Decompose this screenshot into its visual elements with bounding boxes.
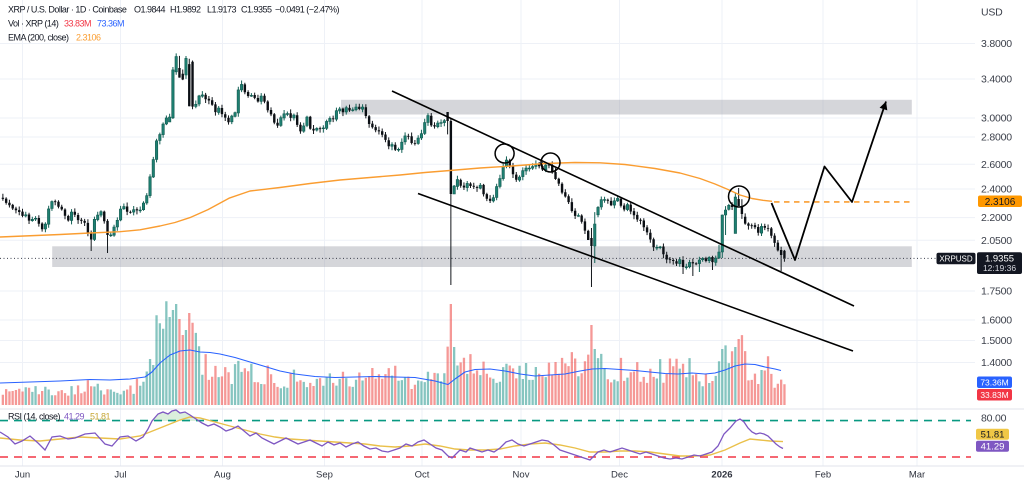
svg-text:1.7500: 1.7500 (981, 286, 1012, 298)
svg-text:XRP / U.S. Dollar · 1D · Coinb: XRP / U.S. Dollar · 1D · Coinbase (8, 5, 127, 15)
svg-text:2.3106: 2.3106 (985, 197, 1016, 208)
svg-text:EMA (200, close): EMA (200, close) (8, 33, 69, 43)
svg-text:33.83M: 33.83M (980, 390, 1008, 400)
svg-text:73.36M: 73.36M (980, 377, 1008, 387)
svg-text:51.81: 51.81 (90, 412, 111, 422)
svg-text:2.6000: 2.6000 (981, 159, 1012, 171)
svg-text:3.0000: 3.0000 (981, 113, 1012, 125)
svg-text:Vol · XRP (14): Vol · XRP (14) (8, 19, 59, 29)
svg-text:41.29: 41.29 (64, 412, 85, 422)
svg-text:2.0500: 2.0500 (981, 235, 1012, 247)
svg-text:51.81: 51.81 (981, 430, 1005, 441)
svg-text:−0.0491 (−2.47%): −0.0491 (−2.47%) (275, 5, 340, 15)
svg-text:33.83M: 33.83M (64, 19, 91, 29)
svg-text:2.3106: 2.3106 (76, 33, 101, 43)
svg-text:Jul: Jul (114, 470, 126, 481)
svg-text:L1.9173: L1.9173 (207, 5, 237, 15)
svg-text:RSI (14, close): RSI (14, close) (8, 412, 61, 422)
svg-text:XRPUSD: XRPUSD (939, 254, 973, 263)
svg-text:1.4000: 1.4000 (981, 357, 1012, 369)
svg-text:73.36M: 73.36M (97, 19, 124, 29)
svg-text:Aug: Aug (214, 470, 231, 481)
svg-text:Oct: Oct (415, 470, 430, 481)
svg-text:O1.9844: O1.9844 (134, 5, 166, 15)
svg-text:Dec: Dec (611, 470, 628, 481)
svg-text:2.2000: 2.2000 (981, 212, 1012, 224)
svg-text:H1.9892: H1.9892 (170, 5, 201, 15)
svg-text:Sep: Sep (316, 470, 333, 481)
svg-text:Nov: Nov (513, 470, 530, 481)
svg-text:2.8000: 2.8000 (981, 132, 1012, 144)
svg-text:3.4000: 3.4000 (981, 74, 1012, 86)
svg-text:3.8000: 3.8000 (981, 38, 1012, 50)
svg-text:C1.9355: C1.9355 (241, 5, 272, 15)
svg-text:Mar: Mar (909, 470, 925, 481)
svg-text:Jun: Jun (15, 470, 30, 481)
svg-text:Feb: Feb (815, 470, 831, 481)
svg-text:12:19:36: 12:19:36 (983, 263, 1016, 273)
svg-text:2.4000: 2.4000 (981, 184, 1012, 196)
svg-text:2026: 2026 (711, 470, 732, 481)
svg-text:41.29: 41.29 (981, 442, 1005, 453)
svg-text:1.6000: 1.6000 (981, 315, 1012, 327)
svg-text:1.5000: 1.5000 (981, 335, 1012, 347)
svg-text:80.00: 80.00 (981, 413, 1007, 425)
svg-text:1.9355: 1.9355 (985, 253, 1014, 264)
svg-text:USD: USD (981, 7, 1003, 19)
